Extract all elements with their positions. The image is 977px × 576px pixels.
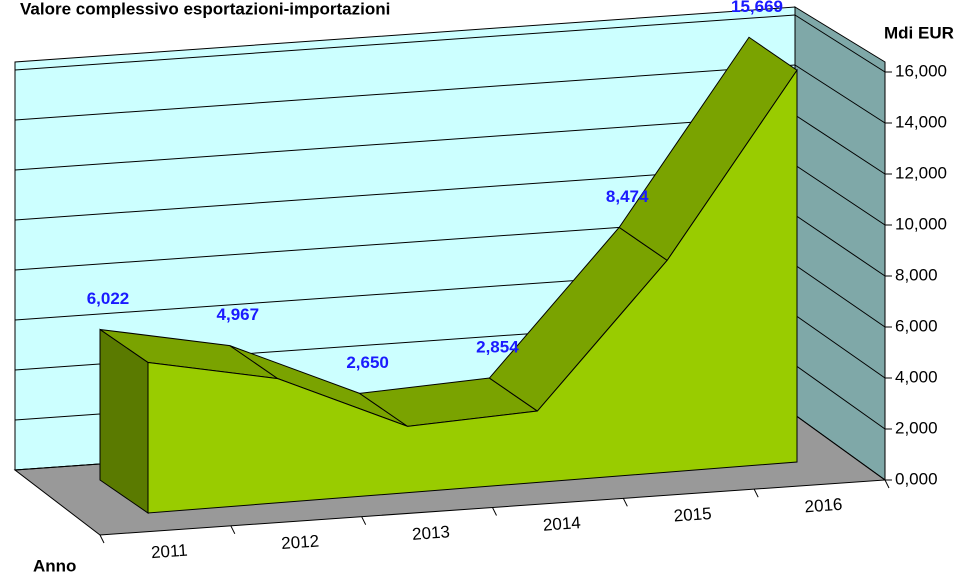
y-tick-label: 16,000 [895, 61, 947, 80]
data-label: 2,650 [346, 353, 389, 372]
x-tick [99, 534, 105, 544]
x-tick-label: 2016 [804, 495, 843, 517]
data-label: 4,967 [217, 305, 260, 324]
data-label: 2,854 [476, 338, 519, 357]
x-axis-label: Anno [33, 556, 76, 575]
y-tick-label: 14,000 [895, 112, 947, 131]
grid-line [794, 64, 886, 124]
grid-line [794, 314, 886, 379]
grid-line [794, 164, 886, 226]
grid-line [794, 14, 886, 73]
x-tick [884, 479, 890, 489]
x-tick [492, 507, 497, 516]
x-tick [622, 498, 628, 507]
grid-line [794, 264, 886, 328]
grid-line [14, 14, 796, 71]
x-tick-label: 2014 [542, 513, 581, 535]
x-tick-label: 2015 [673, 504, 712, 526]
data-label: 8,474 [606, 187, 649, 206]
y-tick-label: 12,000 [895, 163, 947, 182]
grid-line [794, 364, 886, 430]
x-tick [230, 525, 236, 535]
x-tick-label: 2013 [411, 522, 450, 544]
grid-line [794, 414, 886, 481]
grid-line [14, 114, 796, 171]
data-label: 15,669 [731, 0, 783, 16]
chart-title: Valore complessivo esportazioni-importaz… [20, 0, 390, 18]
grid-line [794, 114, 886, 175]
y-tick-label: 10,000 [895, 214, 947, 233]
data-label: 6,022 [87, 289, 130, 308]
y-tick-label: 2,000 [895, 418, 938, 437]
y-axis-label: Mdi EUR [884, 23, 954, 42]
grid-line [14, 64, 796, 121]
y-tick-label: 6,000 [895, 316, 938, 335]
x-tick-label: 2011 [150, 541, 188, 563]
y-tick-label: 0,000 [895, 469, 938, 488]
side-wall [794, 6, 886, 481]
x-tick-label: 2012 [281, 531, 320, 553]
area [147, 68, 798, 514]
y-tick-label: 8,000 [895, 265, 938, 284]
y-tick-label: 4,000 [895, 367, 938, 386]
grid-line [794, 214, 886, 277]
x-tick [361, 516, 367, 525]
x-tick [753, 488, 759, 498]
